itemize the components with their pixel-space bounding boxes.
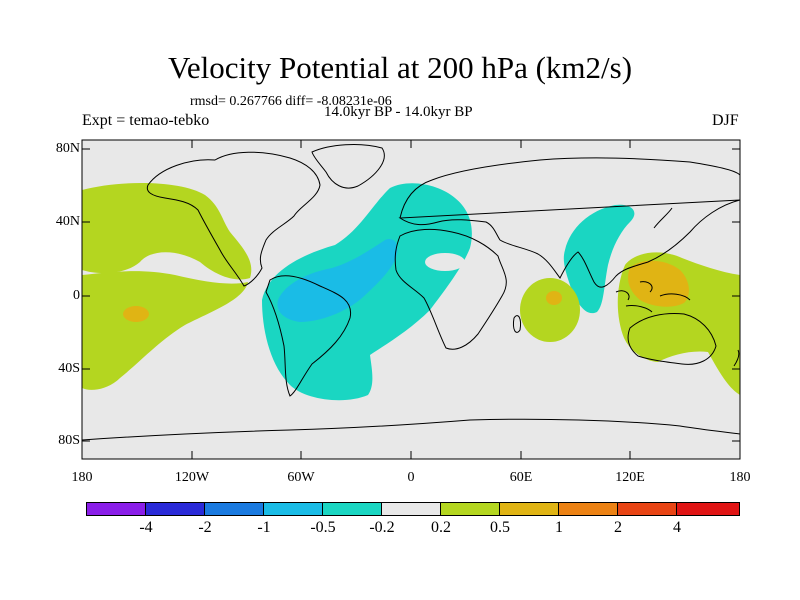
colorbar-swatch bbox=[440, 502, 501, 516]
contour-neutral-africa bbox=[425, 253, 465, 271]
colorbar-swatch bbox=[204, 502, 265, 516]
contour-positive-pacific-core bbox=[123, 306, 149, 322]
lon-label-120w: 120W bbox=[174, 470, 210, 485]
lat-label-0: 0 bbox=[73, 288, 80, 303]
coast-north-america bbox=[146, 151, 321, 287]
colorbar-label: 0.5 bbox=[490, 519, 510, 536]
colorbar-swatch bbox=[145, 502, 206, 516]
colorbar-label: 1 bbox=[555, 519, 563, 536]
contour-negative-core bbox=[277, 239, 398, 322]
colorbar-swatch bbox=[676, 502, 740, 516]
coast-new-zealand bbox=[733, 349, 740, 367]
colorbar-label: -0.5 bbox=[310, 519, 336, 536]
contour-positive-pacific-south bbox=[82, 271, 248, 390]
lon-label-60w: 60W bbox=[287, 470, 315, 485]
colorbar-label: 2 bbox=[614, 519, 622, 536]
season-label: DJF bbox=[712, 112, 739, 129]
coast-africa bbox=[394, 228, 507, 350]
colorbar-swatch bbox=[86, 502, 147, 516]
axis-ticks bbox=[81, 140, 741, 459]
colorbar-swatch bbox=[322, 502, 383, 516]
coast-madagascar bbox=[513, 315, 521, 333]
lon-label-180e: 180 bbox=[729, 470, 751, 485]
coast-eurasia bbox=[398, 157, 740, 288]
contour-positive-indian-core bbox=[546, 291, 562, 305]
colorbar-swatch bbox=[617, 502, 678, 516]
colorbar-label: -2 bbox=[198, 519, 212, 536]
colorbar-label: 0.2 bbox=[431, 519, 451, 536]
colorbar-swatch bbox=[381, 502, 442, 516]
coast-australia bbox=[627, 313, 717, 365]
lat-label-40n: 40N bbox=[55, 214, 80, 229]
colorbar-swatch bbox=[263, 502, 324, 516]
lon-label-180w: 180 bbox=[71, 470, 93, 485]
lon-label-120e: 120E bbox=[615, 470, 645, 485]
coast-antarctica bbox=[82, 418, 740, 441]
period-text: 14.0kyr BP - 14.0kyr BP bbox=[324, 104, 473, 120]
coast-greenland bbox=[311, 144, 385, 189]
colorbar-swatch bbox=[499, 502, 560, 516]
coast-japan bbox=[653, 207, 673, 229]
lon-label-0: 0 bbox=[407, 470, 415, 485]
stats-text: rmsd= 0.267766 diff= -8.08231e-06 bbox=[190, 94, 392, 109]
contour-negative-asia bbox=[563, 204, 635, 314]
contour-positive-pacific-west bbox=[82, 183, 252, 280]
colorbar-label: -0.2 bbox=[369, 519, 395, 536]
colorbar-label: -1 bbox=[257, 519, 271, 536]
experiment-label: Expt = temao-tebko bbox=[82, 112, 210, 129]
coast-maritime-islands bbox=[615, 281, 691, 313]
colorbar-swatch bbox=[558, 502, 619, 516]
coastlines bbox=[82, 144, 740, 441]
lon-label-60e: 60E bbox=[509, 470, 533, 485]
chart-title: Velocity Potential at 200 hPa (km2/s) bbox=[167, 50, 633, 85]
contour-positive-indian bbox=[520, 278, 580, 342]
colorbar-label: 4 bbox=[673, 519, 681, 536]
coast-south-america bbox=[265, 275, 352, 397]
colorbar-label: -4 bbox=[139, 519, 153, 536]
contour-positive-maritime-core bbox=[628, 260, 689, 307]
lat-label-40s: 40S bbox=[58, 361, 80, 376]
lat-label-80s: 80S bbox=[58, 433, 80, 448]
lat-label-80n: 80N bbox=[55, 141, 80, 156]
